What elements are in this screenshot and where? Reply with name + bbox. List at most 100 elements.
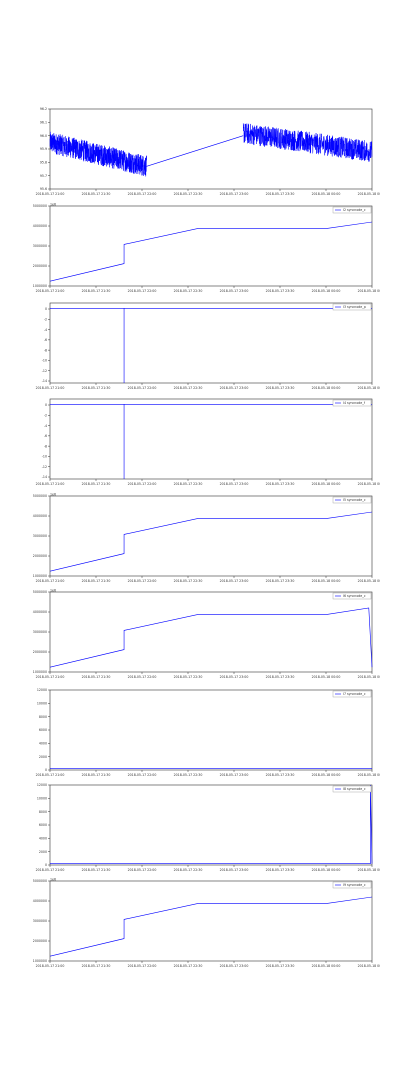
series-line-1	[50, 404, 372, 479]
plot-frame	[49, 398, 373, 480]
axis-offset-label: 1e6	[50, 589, 56, 593]
chart-svg-9: 1000000 2000000 3000000 4000000 5000000 2018-…	[33, 878, 380, 969]
series-line-2	[146, 135, 244, 167]
legend-box	[332, 785, 372, 793]
series-line-1	[49, 896, 373, 957]
plot-frame	[49, 302, 373, 384]
x-tick-label: 2018-05-17 23:00	[220, 579, 249, 583]
legend-box	[332, 496, 372, 504]
x-tick-label: 2018-05-17 23:00	[220, 675, 249, 679]
x-tick-label: 2018-05-17 21:00	[36, 192, 65, 196]
y-tick-label: 0	[45, 768, 47, 772]
y-tick-label: 3000000	[33, 630, 47, 634]
y-tick-label: 2000000	[33, 650, 47, 654]
y-tick-label: 2000000	[33, 939, 47, 943]
plot-frame	[49, 880, 373, 962]
y-tick-label: 1000000	[33, 284, 47, 288]
x-tick-label: 2018-05-17 22:00	[128, 386, 157, 390]
axis-offset-label: 1e6	[50, 878, 56, 882]
y-tick-label: 95.9	[40, 147, 47, 151]
x-tick-label: 2018-05-18 00:30	[358, 289, 380, 293]
x-tick-label: 2018-05-17 22:00	[128, 773, 157, 777]
x-tick-label: 2018-05-18 00:00	[312, 579, 341, 583]
y-tick-label: -4	[44, 424, 47, 428]
y-tick-label: 5000000	[33, 204, 47, 208]
y-tick-label: 5000000	[33, 590, 47, 594]
x-tick-label: 2018-05-17 22:30	[174, 386, 203, 390]
y-tick-label: 96.0	[40, 134, 47, 138]
x-tick-label: 2018-05-17 21:00	[36, 675, 65, 679]
x-tick-label: 2018-05-17 23:00	[220, 964, 249, 968]
y-tick-label: 95.7	[40, 174, 47, 178]
x-tick-label: 2018-05-17 21:30	[82, 579, 111, 583]
y-tick-label: 4000000	[33, 610, 47, 614]
x-tick-label: 2018-05-17 21:30	[82, 289, 111, 293]
x-tick-label: 2018-05-17 22:00	[128, 579, 157, 583]
y-tick-label: 0	[45, 403, 47, 407]
legend-label: I4 syncnode_f	[343, 401, 366, 405]
y-tick-label: 2000	[39, 850, 47, 854]
x-tick-label: 2018-05-17 21:30	[82, 386, 111, 390]
y-tick-label: 4000000	[33, 899, 47, 903]
y-tick-label: -14	[42, 475, 47, 479]
x-tick-label: 2018-05-17 22:30	[174, 579, 203, 583]
y-tick-label: 2000000	[33, 264, 47, 268]
y-tick-label: 5000000	[33, 494, 47, 498]
chart-svg-8: 0 2000 4000 6000 8000 10000 12000 2018-05-17 21…	[36, 783, 380, 872]
legend-label: I8 syncnode_c	[343, 787, 366, 791]
y-tick-label: 95.6	[40, 187, 47, 191]
x-tick-label: 2018-05-18 00:30	[358, 868, 380, 872]
x-tick-label: 2018-05-17 22:30	[174, 289, 203, 293]
x-tick-label: 2018-05-17 23:00	[220, 482, 249, 486]
series-line-1	[50, 784, 373, 864]
y-tick-label: 6000	[39, 728, 47, 732]
x-tick-label: 2018-05-17 23:30	[266, 386, 295, 390]
x-tick-label: 2018-05-17 23:00	[220, 192, 249, 196]
x-tick-label: 2018-05-17 21:30	[82, 675, 111, 679]
x-tick-label: 2018-05-18 00:00	[312, 773, 341, 777]
x-tick-label: 2018-05-17 22:30	[174, 773, 203, 777]
legend-box	[332, 206, 372, 214]
chart-panel-8: 0 2000 4000 6000 8000 10000 12000 2018-05-17 21…	[20, 781, 380, 881]
chart-svg-6: 1000000 2000000 3000000 4000000 5000000 2018-…	[33, 589, 380, 680]
legend-label: I7 syncnode_c	[343, 692, 366, 696]
axis-offset-label: 1e6	[50, 203, 56, 207]
x-tick-label: 2018-05-17 23:00	[220, 868, 249, 872]
x-tick-label: 2018-05-18 00:00	[312, 675, 341, 679]
plot-frame	[49, 689, 373, 771]
y-tick-label: 8000	[39, 810, 47, 814]
x-tick-label: 2018-05-17 22:00	[128, 868, 157, 872]
x-tick-label: 2018-05-18 00:00	[312, 289, 341, 293]
x-tick-label: 2018-05-17 21:30	[82, 868, 111, 872]
x-tick-label: 2018-05-17 21:30	[82, 192, 111, 196]
x-tick-label: 2018-05-18 00:00	[312, 868, 341, 872]
legend-box	[332, 690, 372, 698]
y-tick-label: 6000	[39, 823, 47, 827]
x-tick-label: 2018-05-18 00:30	[358, 482, 380, 486]
series-line-1	[49, 221, 373, 282]
axis-offset-label: 1e6	[50, 493, 56, 497]
y-tick-label: -4	[44, 328, 47, 332]
chart-panel-9: 1000000 2000000 3000000 4000000 5000000 2018-…	[20, 877, 380, 977]
x-tick-label: 2018-05-17 22:00	[128, 675, 157, 679]
y-tick-label: 2000	[39, 755, 47, 759]
y-tick-label: -6	[44, 434, 47, 438]
y-tick-label: 1000000	[33, 574, 47, 578]
y-tick-label: -14	[42, 379, 47, 383]
x-tick-label: 2018-05-17 23:30	[266, 964, 295, 968]
y-tick-label: 12000	[37, 783, 47, 787]
legend-label: I2 syncnode_c	[343, 208, 366, 212]
y-tick-label: 12000	[37, 688, 47, 692]
x-tick-label: 2018-05-18 00:00	[312, 386, 341, 390]
x-tick-label: 2018-05-17 21:00	[36, 289, 65, 293]
x-tick-label: 2018-05-18 00:30	[358, 964, 380, 968]
legend-box	[332, 881, 372, 889]
legend-box	[332, 303, 372, 311]
x-tick-label: 2018-05-17 21:00	[36, 964, 65, 968]
y-tick-label: 1000000	[33, 670, 47, 674]
x-tick-label: 2018-05-17 21:00	[36, 868, 65, 872]
y-tick-label: 4000000	[33, 514, 47, 518]
y-tick-label: 96.1	[40, 121, 47, 125]
x-tick-label: 2018-05-17 21:00	[36, 579, 65, 583]
